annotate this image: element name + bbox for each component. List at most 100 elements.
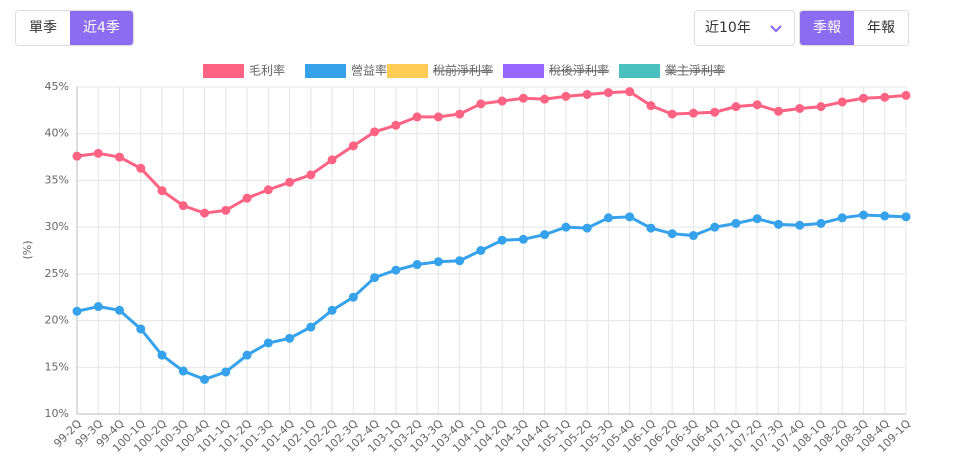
data-point bbox=[667, 109, 677, 119]
data-point bbox=[795, 103, 805, 113]
data-point bbox=[476, 99, 486, 109]
data-point bbox=[518, 234, 528, 244]
data-point bbox=[412, 112, 422, 122]
data-point bbox=[540, 230, 550, 240]
y-tick-label: 30% bbox=[45, 220, 69, 233]
data-point bbox=[688, 108, 698, 118]
data-point bbox=[497, 96, 507, 106]
data-point bbox=[115, 152, 125, 162]
report-button[interactable]: 季報 bbox=[800, 11, 854, 45]
data-point bbox=[136, 163, 146, 173]
data-point bbox=[710, 222, 720, 232]
data-point bbox=[773, 106, 783, 116]
data-point bbox=[72, 151, 82, 161]
data-point bbox=[710, 107, 720, 117]
data-point bbox=[476, 246, 486, 255]
data-point bbox=[561, 222, 571, 232]
legend-label: 營益率 bbox=[351, 63, 387, 78]
data-point bbox=[242, 350, 252, 360]
range-text: 近10年 bbox=[705, 20, 751, 36]
data-point bbox=[391, 120, 401, 130]
data-point bbox=[136, 324, 146, 334]
data-point bbox=[731, 218, 741, 228]
data-point bbox=[540, 94, 550, 104]
data-point bbox=[625, 87, 635, 97]
data-point bbox=[667, 229, 677, 239]
data-point bbox=[178, 366, 188, 376]
data-point bbox=[773, 219, 783, 229]
data-point bbox=[348, 292, 358, 302]
data-point bbox=[646, 223, 656, 233]
report-toggle: 季報 年報 bbox=[799, 10, 909, 46]
data-point bbox=[625, 212, 635, 222]
data-point bbox=[263, 185, 273, 195]
data-point bbox=[263, 338, 273, 348]
period-button[interactable]: 近4季 bbox=[70, 11, 133, 45]
data-point bbox=[858, 210, 868, 220]
data-point bbox=[221, 367, 231, 377]
legend-swatch bbox=[619, 64, 660, 78]
data-point bbox=[200, 208, 210, 218]
data-point bbox=[603, 213, 613, 223]
y-tick-label: 35% bbox=[45, 173, 69, 186]
data-point bbox=[433, 257, 443, 267]
data-point bbox=[115, 305, 125, 315]
data-point bbox=[433, 112, 443, 122]
chevron bbox=[770, 25, 782, 33]
data-point bbox=[93, 302, 103, 312]
legend-swatch bbox=[387, 64, 428, 78]
data-point bbox=[306, 322, 316, 332]
y-tick-label: 15% bbox=[45, 360, 69, 373]
legend-swatch bbox=[305, 64, 346, 78]
data-point bbox=[816, 218, 826, 228]
data-point bbox=[582, 89, 592, 99]
data-point bbox=[497, 235, 507, 245]
data-point bbox=[391, 265, 401, 275]
data-point bbox=[837, 97, 847, 107]
data-point bbox=[455, 109, 465, 119]
data-point bbox=[348, 141, 358, 151]
data-point bbox=[880, 211, 890, 221]
data-point bbox=[455, 256, 465, 266]
data-point bbox=[603, 88, 613, 98]
legend-swatch bbox=[503, 64, 544, 78]
legend-swatch bbox=[203, 64, 244, 78]
data-point bbox=[561, 91, 571, 101]
data-point bbox=[93, 148, 103, 158]
data-point bbox=[370, 127, 380, 137]
data-point bbox=[901, 212, 911, 222]
data-point bbox=[752, 100, 762, 110]
y-tick-label: 40% bbox=[45, 127, 69, 140]
period-toggle: 單季 近4季 bbox=[15, 10, 134, 46]
data-point bbox=[795, 220, 805, 230]
data-point bbox=[752, 214, 762, 224]
report-button[interactable]: 年報 bbox=[854, 11, 908, 45]
legend-label: 稅前淨利率 bbox=[433, 63, 493, 78]
period-button[interactable]: 單季 bbox=[16, 11, 70, 45]
data-point bbox=[285, 177, 295, 187]
data-point bbox=[646, 101, 656, 111]
data-point bbox=[157, 350, 167, 360]
data-point bbox=[327, 305, 337, 315]
data-point bbox=[242, 193, 252, 203]
y-tick-label: 20% bbox=[45, 314, 69, 327]
y-axis-label: (%) bbox=[21, 240, 34, 259]
data-point bbox=[178, 201, 188, 211]
data-point bbox=[306, 170, 316, 180]
data-point bbox=[518, 93, 528, 103]
legend-label: 業主淨利率 bbox=[665, 63, 725, 78]
y-tick-label: 45% bbox=[45, 80, 69, 93]
data-point bbox=[157, 186, 167, 196]
range-dropdown[interactable]: 近10年 bbox=[694, 10, 795, 46]
data-point bbox=[370, 273, 380, 283]
data-point bbox=[880, 92, 890, 102]
data-point bbox=[837, 213, 847, 223]
data-point bbox=[731, 102, 741, 112]
data-point bbox=[582, 223, 592, 233]
y-tick-label: 25% bbox=[45, 267, 69, 280]
data-point bbox=[901, 90, 911, 100]
data-point bbox=[816, 102, 826, 112]
y-tick-label: 10% bbox=[45, 407, 69, 420]
